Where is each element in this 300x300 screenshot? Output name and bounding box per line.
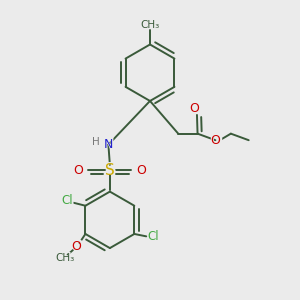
Text: O: O — [72, 240, 81, 253]
Text: Cl: Cl — [61, 194, 73, 208]
Text: CH₃: CH₃ — [51, 251, 78, 264]
Text: O: O — [211, 134, 220, 147]
Text: H: H — [90, 135, 101, 148]
Text: O: O — [70, 239, 83, 254]
Text: CH₃: CH₃ — [137, 18, 163, 31]
Text: O: O — [74, 164, 84, 177]
Text: O: O — [135, 163, 148, 178]
Text: S: S — [105, 163, 115, 178]
Text: S: S — [103, 161, 116, 179]
Text: N: N — [104, 138, 113, 151]
Text: O: O — [209, 133, 222, 148]
Text: H: H — [92, 137, 100, 147]
Text: N: N — [102, 137, 115, 152]
Text: O: O — [190, 102, 200, 115]
Text: Cl: Cl — [148, 230, 160, 243]
Text: Cl: Cl — [146, 230, 161, 244]
Text: O: O — [136, 164, 146, 177]
Text: CH₃: CH₃ — [55, 253, 74, 263]
Text: Cl: Cl — [59, 194, 75, 208]
Text: O: O — [188, 101, 201, 116]
Text: CH₃: CH₃ — [140, 20, 160, 30]
Text: O: O — [72, 163, 85, 178]
